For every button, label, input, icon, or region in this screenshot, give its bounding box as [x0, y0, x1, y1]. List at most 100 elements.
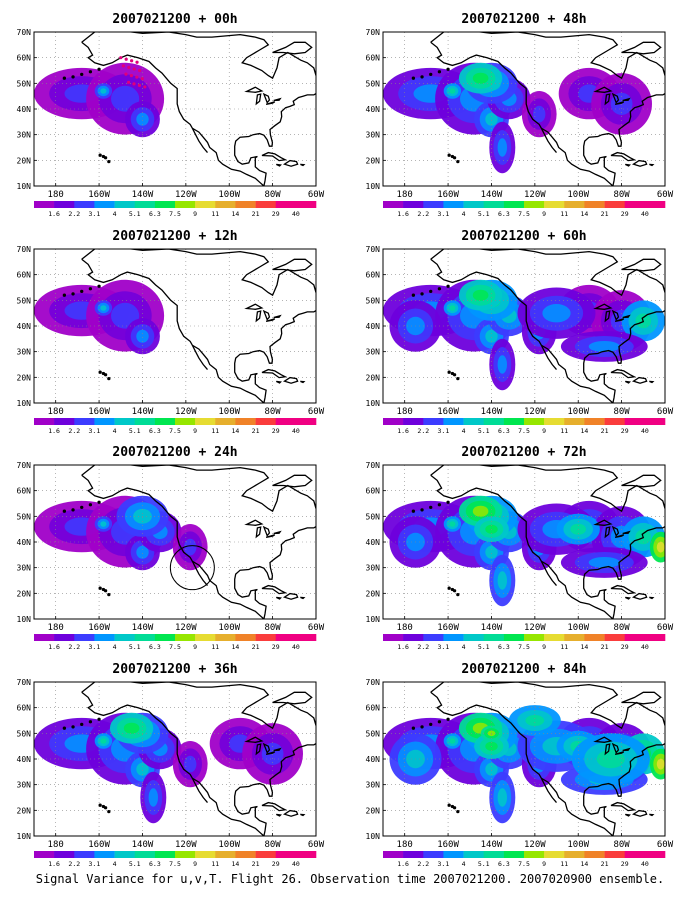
colorbar-label: 4 [113, 643, 117, 651]
colorbar-swatch [443, 851, 464, 858]
colorbar-label: 2.2 [417, 860, 429, 868]
colorbar-swatch [74, 851, 95, 858]
colorbar-label: 3.1 [89, 643, 101, 651]
coastline [62, 32, 316, 186]
colorbar-swatch [215, 418, 236, 425]
lon-tick-label: 120W [524, 840, 546, 850]
colorbar-swatch [544, 418, 565, 425]
colorbar-label: 29 [272, 427, 280, 435]
lat-tick-label: 50N [17, 512, 32, 521]
colorbar-swatch [463, 201, 484, 208]
variance-contour [533, 105, 546, 123]
variance-field [34, 62, 165, 138]
lon-tick-label: 140W [132, 623, 154, 633]
colorbar-swatch [584, 851, 605, 858]
lat-tick-label: 60N [366, 54, 381, 63]
coastline [62, 249, 316, 403]
lat-tick-label: 20N [366, 589, 381, 598]
colorbar-label: 14 [580, 210, 588, 218]
colorbar-swatch [524, 201, 545, 208]
lat-tick-label: 10N [366, 832, 381, 841]
colorbar-label: 11 [211, 643, 219, 651]
lon-tick-label: 180 [48, 840, 64, 850]
coastline [62, 465, 316, 619]
lon-tick-label: 180 [48, 407, 64, 417]
lat-tick-label: 50N [366, 729, 381, 738]
variance-contour [656, 758, 665, 770]
colorbar-swatch [255, 851, 276, 858]
lon-tick-label: 60W [657, 623, 674, 633]
colorbar-swatch [295, 201, 317, 208]
panel-title: 2007021200 + 60h [461, 229, 586, 244]
lat-tick-label: 40N [366, 755, 381, 764]
graticule [383, 465, 665, 619]
variance-contour [136, 329, 149, 343]
colorbar-swatch [175, 418, 196, 425]
coastline [411, 682, 665, 836]
colorbar-label: 21 [252, 643, 260, 651]
colorbar-label: 40 [641, 427, 649, 435]
variance-contour [100, 88, 107, 94]
lon-tick-label: 160W [88, 407, 110, 417]
colorbar-swatch [255, 634, 276, 641]
colorbar-label: 5.1 [129, 427, 141, 435]
colorbar-label: 4 [113, 427, 117, 435]
colorbar-label: 9 [542, 210, 546, 218]
lon-tick-label: 180 [397, 840, 413, 850]
colorbar-swatch [403, 634, 424, 641]
panel-title: 2007021200 + 12h [112, 229, 237, 244]
colorbar-swatch [544, 851, 565, 858]
colorbar-swatch [443, 418, 464, 425]
colorbar-swatch [235, 418, 256, 425]
variance-contour [100, 305, 107, 311]
colorbar-swatch [564, 634, 585, 641]
colorbar-swatch [544, 201, 565, 208]
colorbar-swatch [483, 418, 505, 425]
lat-tick-label: 70N [366, 28, 381, 37]
colorbar-swatch [423, 634, 444, 641]
colorbar-swatch [74, 634, 95, 641]
colorbar-swatch [74, 418, 95, 425]
colorbar-swatch [134, 201, 156, 208]
coastline [62, 682, 316, 836]
colorbar-swatch [383, 201, 404, 208]
colorbar-label: 1.6 [397, 427, 409, 435]
colorbar-swatch [295, 851, 317, 858]
variance-contour [148, 788, 158, 807]
graticule [383, 32, 665, 186]
colorbar-swatch [403, 201, 424, 208]
colorbar-swatch [154, 851, 176, 858]
colorbar-swatch [483, 851, 505, 858]
panel-title: 2007021200 + 72h [461, 445, 586, 460]
lon-tick-label: 180 [397, 623, 413, 633]
colorbar-swatch [584, 418, 605, 425]
colorbar-label: 2.2 [417, 643, 429, 651]
variance-contour [100, 738, 107, 744]
lat-tick-label: 20N [17, 589, 32, 598]
variance-contour [472, 72, 489, 84]
lon-tick-label: 100W [218, 190, 240, 200]
colorbar-swatch [624, 634, 646, 641]
colorbar-swatch [34, 634, 55, 641]
colorbar-label: 2.2 [68, 860, 80, 868]
colorbar: 1.6 2.2 3.1 4 5.1 6.3 7.5 9 11 14 21 29 40 [34, 418, 317, 435]
colorbar-label: 11 [560, 210, 568, 218]
map-panel: 2007021200 + 36h 10N 20N 30N 40N 50N 60N 70N 180… [17, 662, 325, 868]
variance-contour [497, 788, 507, 807]
colorbar-swatch [275, 418, 297, 425]
lon-tick-label: 100W [218, 407, 240, 417]
variance-contour [497, 138, 507, 157]
colorbar-swatch [175, 851, 196, 858]
colorbar-swatch [235, 634, 256, 641]
variance-contour [100, 521, 107, 527]
colorbar-swatch [114, 418, 135, 425]
colorbar-swatch [94, 634, 115, 641]
lat-tick-label: 20N [17, 373, 32, 382]
colorbar: 1.6 2.2 3.1 4 5.1 6.3 7.5 9 11 14 21 29 40 [34, 851, 317, 868]
colorbar-swatch [624, 418, 646, 425]
lon-tick-label: 120W [524, 407, 546, 417]
lat-tick-label: 70N [17, 678, 32, 687]
colorbar-swatch [54, 418, 75, 425]
